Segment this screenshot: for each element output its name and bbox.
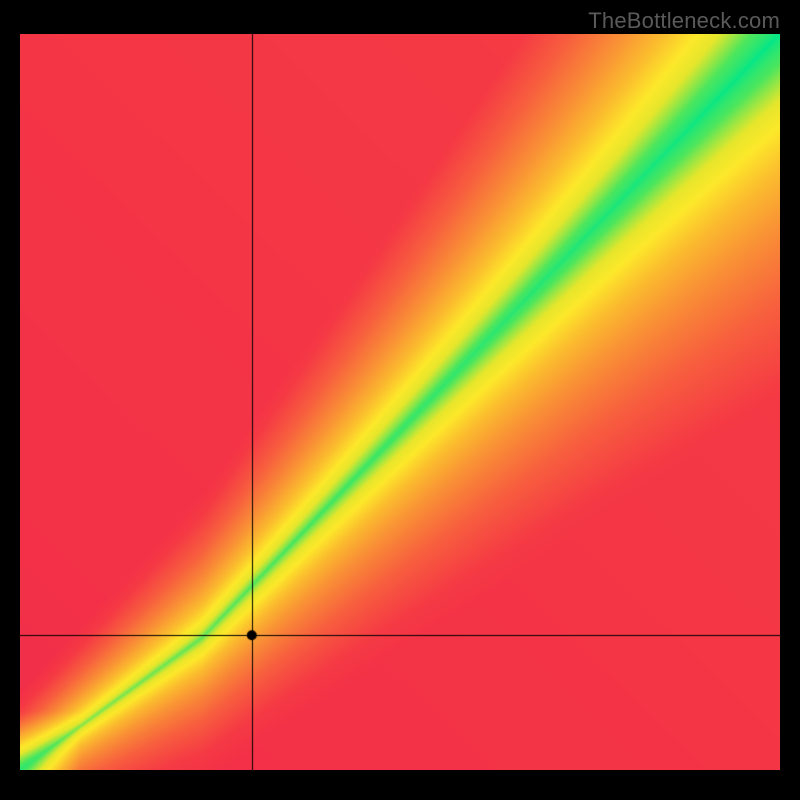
heatmap-plot [20,34,780,770]
heatmap-canvas [20,34,780,770]
chart-container: TheBottleneck.com [0,0,800,800]
watermark-text: TheBottleneck.com [588,8,780,34]
